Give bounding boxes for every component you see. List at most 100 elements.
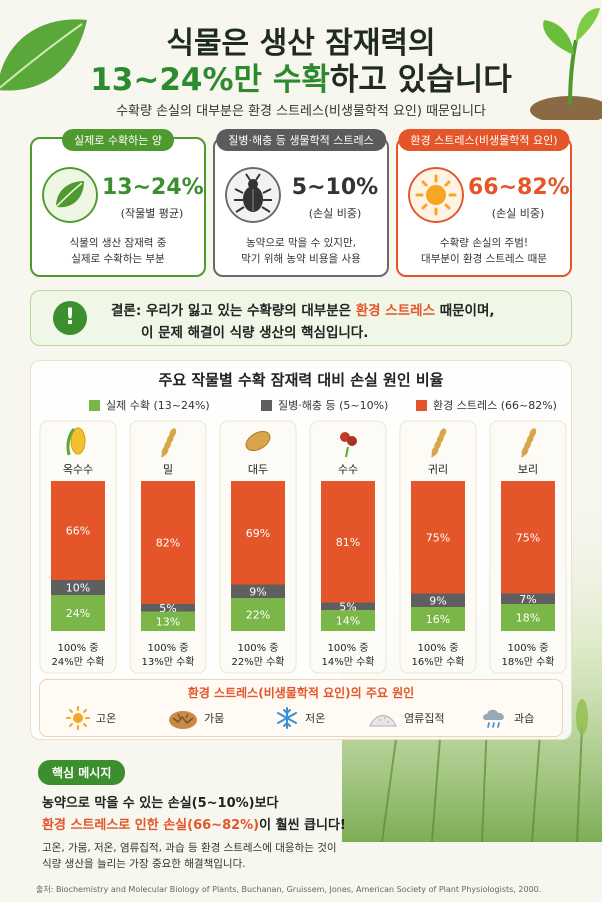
card-desc: 농약으로 막을 수 있지만, 막기 위해 농약 비용을 사용 xyxy=(221,235,381,267)
bar-value-label: 18% xyxy=(516,612,540,625)
crop-label: 수수 xyxy=(338,463,358,476)
bar-segment xyxy=(141,604,195,612)
key-message-body-line1: 고온, 가뭄, 저온, 염류집적, 과습 등 환경 스트레스에 대응하는 것이 xyxy=(42,842,337,854)
causes-panel: 환경 스트레스(비생물학적 요인)의 주요 원인 고온 가뭄 xyxy=(39,679,563,737)
legend-item-biotic: 질병·해충 등 (5~10%) xyxy=(261,397,388,413)
bar-caption-bottom: 16%만 수확 xyxy=(411,656,464,668)
crop-label: 귀리 xyxy=(428,463,448,476)
cracked-soil-icon xyxy=(169,711,197,729)
card-sub: (손실 비중) xyxy=(491,207,545,220)
bar-segment xyxy=(501,604,555,631)
cause-item-drought: 가뭄 xyxy=(168,706,224,730)
legend-item-actual: 실제 수확 (13~24%) xyxy=(89,397,210,413)
bar-caption-bottom: 14%만 수확 xyxy=(321,656,374,668)
rain-cloud-icon xyxy=(483,709,504,728)
cause-label: 고온 xyxy=(96,712,117,725)
key-message-line2: 환경 스트레스로 인한 손실(66~82%)이 훨씬 큽니다! xyxy=(42,814,346,833)
bar-caption-top: 100% 중 xyxy=(58,642,99,654)
bar-value-label: 5% xyxy=(159,602,176,615)
bar-value-label: 24% xyxy=(66,607,90,620)
bar-caption-top: 100% 중 xyxy=(238,642,279,654)
legend-swatch xyxy=(261,399,272,411)
bar-caption-bottom: 22%만 수확 xyxy=(231,656,284,668)
bar-segment xyxy=(51,580,105,595)
bar-caption-top: 100% 중 xyxy=(148,642,189,654)
sorghum-stem xyxy=(345,446,349,458)
bar-value-label: 9% xyxy=(249,585,266,598)
legend-label: 실제 수확 (13~24%) xyxy=(106,399,210,412)
legend-label: 질병·해충 등 (5~10%) xyxy=(278,399,389,412)
bar-value-label: 7% xyxy=(519,593,536,606)
cause-label: 가뭄 xyxy=(204,712,225,725)
page-title-line2: 13~24%만 수확하고 있습니다 xyxy=(0,54,602,99)
cause-item-salinity: 염류집적 xyxy=(368,706,444,730)
card-tag: 실제로 수확하는 양 xyxy=(62,129,174,151)
legend-swatch xyxy=(416,399,427,411)
key-message-tag: 핵심 메시지 xyxy=(38,760,126,785)
bar-caption-bottom: 18%만 수확 xyxy=(501,656,554,668)
snowflake-icon xyxy=(277,707,297,729)
barley-grain xyxy=(529,428,537,438)
crop-label: 보리 xyxy=(518,463,538,476)
bar-segment xyxy=(501,481,555,594)
chart-title: 주요 작물별 수확 잠재력 대비 손실 원인 비율 xyxy=(158,371,444,389)
bar-segment xyxy=(141,481,195,604)
sun-icon xyxy=(66,706,90,730)
bar-segment xyxy=(411,593,465,607)
bar-caption-bottom: 24%만 수확 xyxy=(51,656,104,668)
legend-label: 환경 스트레스 (66~82%) xyxy=(433,399,557,412)
bar-value-label: 14% xyxy=(336,615,360,628)
soybean-icon xyxy=(245,431,271,451)
corn-icon xyxy=(70,427,86,455)
page-subtitle: 수확량 손실의 대부분은 환경 스트레스(비생물학적 요인) 때문입니다 xyxy=(116,104,486,119)
key-message-rest: 이 훨씬 큽니다! xyxy=(259,818,346,833)
leaf-icon xyxy=(42,167,98,223)
card-tag: 환경 스트레스(비생물학적 요인) xyxy=(398,129,570,151)
cause-label: 과습 xyxy=(514,712,535,725)
bar-value-label: 75% xyxy=(516,531,540,544)
conclusion-text: 우리가 잃고 있는 수확량의 대부분은 xyxy=(145,303,356,319)
conclusion-highlight: 환경 스트레스 xyxy=(355,303,435,319)
card-tag: 질병·해충 등 생물학적 스트레스 xyxy=(216,129,386,151)
card-desc-line2: 막기 위해 농약 비용을 사용 xyxy=(241,253,361,265)
cause-item-cold: 저온 xyxy=(275,706,325,730)
bar-value-label: 81% xyxy=(336,536,360,549)
conclusion-line2: 이 문제 해결이 식량 생산의 핵심입니다. xyxy=(141,325,369,341)
card-desc-line1: 식물의 생산 잠재력 중 xyxy=(69,237,167,249)
wheat-grain xyxy=(169,428,177,438)
bar-segment xyxy=(321,481,375,603)
bar-value-label: 66% xyxy=(66,525,90,538)
bar-value-label: 5% xyxy=(339,600,356,613)
bar-caption-top: 100% 중 xyxy=(328,642,369,654)
key-message-body-line2: 식량 생산을 늘리는 가장 중요한 해결책입니다. xyxy=(42,858,246,870)
card-desc-line1: 농약으로 막을 수 있지만, xyxy=(246,237,356,249)
corn-leaf-icon xyxy=(66,427,76,456)
bar-segment xyxy=(501,593,555,604)
bar-segment xyxy=(231,584,285,598)
bar-value-label: 22% xyxy=(246,609,270,622)
key-message-box: 핵심 메시지 농약으로 막을 수 있는 손실(5~10%)보다 환경 스트레스로… xyxy=(30,760,410,878)
bar-value-label: 10% xyxy=(66,582,90,595)
sorghum-grain xyxy=(347,436,357,446)
title-highlight: 13~24%만 수확 xyxy=(90,62,330,98)
bar-segment xyxy=(231,481,285,585)
cause-label: 염류집적 xyxy=(404,712,445,725)
key-message-body: 고온, 가뭄, 저온, 염류집적, 과습 등 환경 스트레스에 대응하는 것이 … xyxy=(42,840,402,872)
bar-caption-top: 100% 중 xyxy=(418,642,459,654)
cause-item-heat: 고온 xyxy=(66,706,116,730)
crop-label: 대두 xyxy=(248,463,268,476)
bar-value-label: 9% xyxy=(429,594,446,607)
exclamation-icon: ! xyxy=(53,301,87,335)
card-sub: (작물별 평균) xyxy=(120,207,184,220)
key-message-line1: 농약으로 막을 수 있는 손실(5~10%)보다 xyxy=(42,796,279,811)
bar-segment xyxy=(141,611,195,631)
oat-grain xyxy=(439,428,447,438)
card-abiotic-stress: 환경 스트레스(비생물학적 요인) 66~82% (손실 비중) 수확량 손실의… xyxy=(396,129,572,277)
bar-caption-top: 100% 중 xyxy=(508,642,549,654)
bar-segment xyxy=(51,481,105,580)
crop-label: 옥수수 xyxy=(63,463,93,476)
bar-value-label: 16% xyxy=(426,613,450,626)
bar-value-label: 13% xyxy=(156,615,180,628)
bar-value-label: 75% xyxy=(426,531,450,544)
causes-title: 환경 스트레스(비생물학적 요인)의 주요 원인 xyxy=(187,686,415,700)
